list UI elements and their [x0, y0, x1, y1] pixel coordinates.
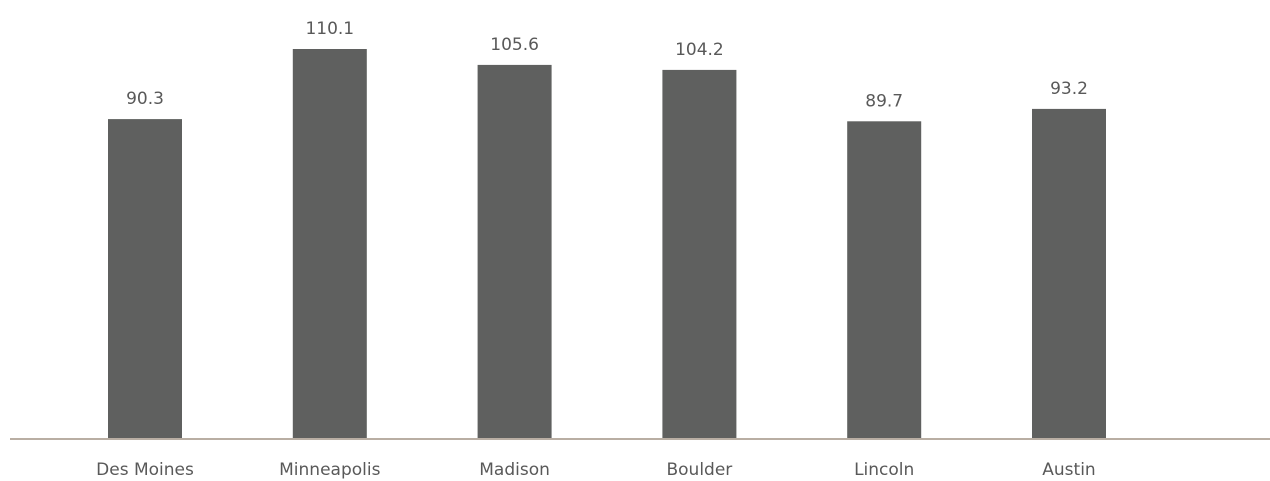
category-label: Des Moines [96, 460, 194, 480]
category-label: Minneapolis [279, 460, 380, 480]
data-labels-group: 90.3 110.1 105.6 104.2 89.7 93.2 [126, 19, 1088, 111]
data-label: 90.3 [126, 89, 164, 109]
data-label: 110.1 [305, 19, 354, 39]
bar-austin [1032, 108, 1106, 440]
bar-madison [477, 64, 552, 440]
category-label: Lincoln [854, 460, 914, 480]
category-label: Madison [479, 460, 550, 480]
data-label: 104.2 [675, 40, 724, 60]
bar-lincoln [847, 121, 922, 440]
data-label: 89.7 [865, 91, 903, 111]
category-label: Austin [1042, 460, 1095, 480]
bar-minneapolis [292, 49, 367, 439]
category-labels-group: Des Moines Minneapolis Madison Boulder Linco… [96, 460, 1096, 480]
category-label: Boulder [666, 460, 732, 480]
data-label: 105.6 [490, 35, 539, 55]
bars-group [108, 49, 1106, 440]
bar-des-moines [108, 119, 182, 439]
bar-boulder [662, 69, 737, 440]
data-label: 93.2 [1050, 79, 1088, 99]
